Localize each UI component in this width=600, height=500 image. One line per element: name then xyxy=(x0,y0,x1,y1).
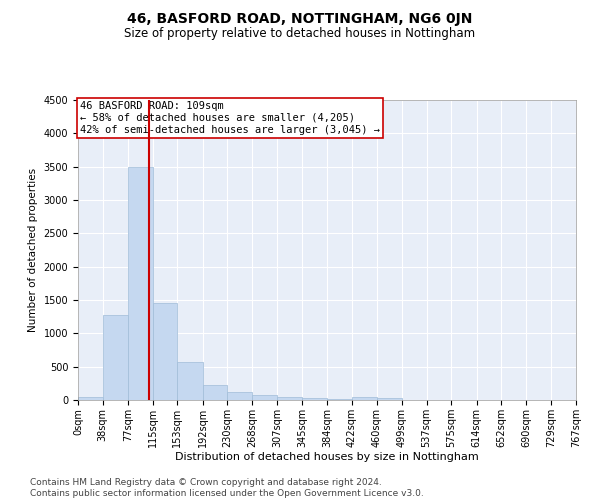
Bar xyxy=(227,392,252,400)
Bar xyxy=(128,166,152,400)
Bar xyxy=(277,396,302,400)
Bar xyxy=(103,315,128,400)
Bar xyxy=(377,398,402,400)
Bar xyxy=(178,362,203,400)
Text: 46 BASFORD ROAD: 109sqm
← 58% of detached houses are smaller (4,205)
42% of semi: 46 BASFORD ROAD: 109sqm ← 58% of detache… xyxy=(80,102,380,134)
Text: 46, BASFORD ROAD, NOTTINGHAM, NG6 0JN: 46, BASFORD ROAD, NOTTINGHAM, NG6 0JN xyxy=(127,12,473,26)
Bar xyxy=(78,396,103,400)
Bar xyxy=(328,399,352,400)
Text: Size of property relative to detached houses in Nottingham: Size of property relative to detached ho… xyxy=(124,28,476,40)
Bar xyxy=(152,304,178,400)
Text: Distribution of detached houses by size in Nottingham: Distribution of detached houses by size … xyxy=(175,452,479,462)
Y-axis label: Number of detached properties: Number of detached properties xyxy=(28,168,38,332)
Bar xyxy=(302,398,328,400)
Bar xyxy=(203,385,227,400)
Bar xyxy=(352,396,377,400)
Bar xyxy=(252,395,277,400)
Text: Contains HM Land Registry data © Crown copyright and database right 2024.
Contai: Contains HM Land Registry data © Crown c… xyxy=(30,478,424,498)
